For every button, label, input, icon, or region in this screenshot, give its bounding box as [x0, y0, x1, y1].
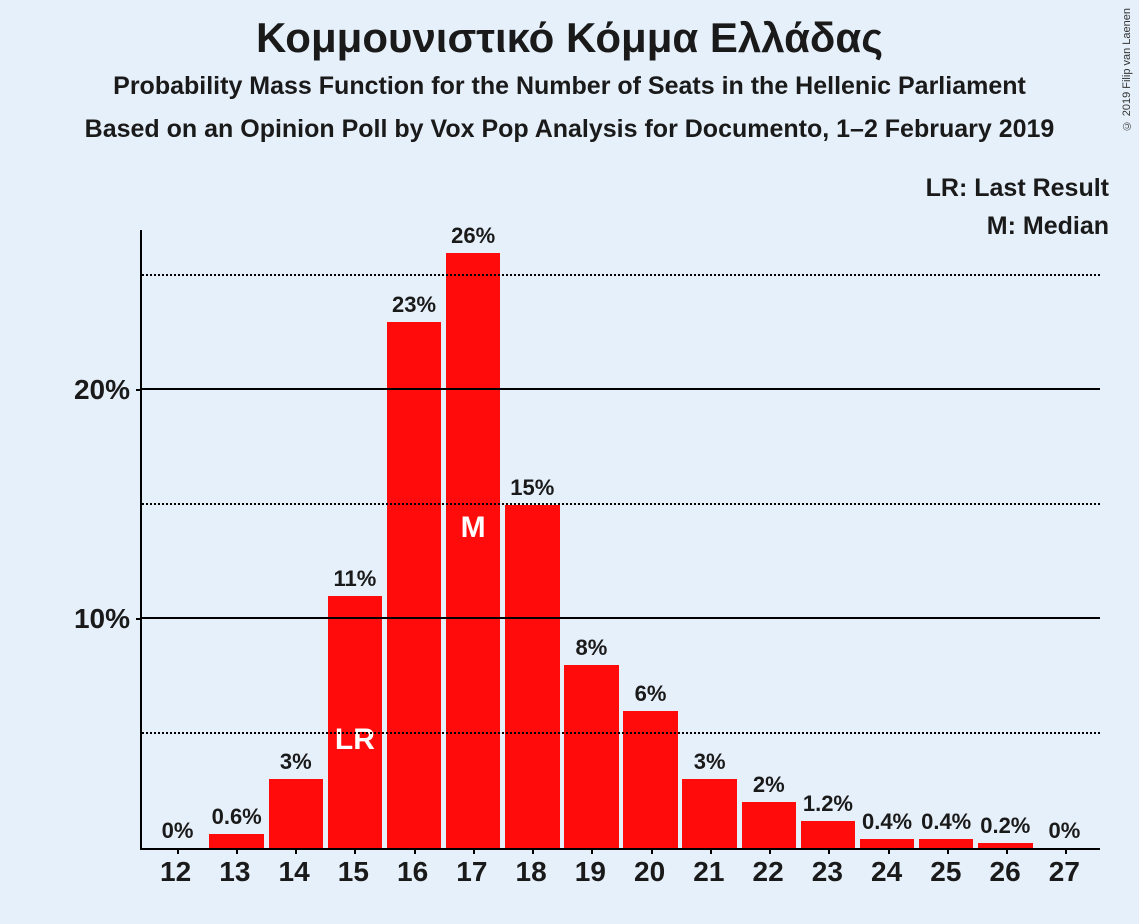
x-tick [1006, 848, 1008, 854]
plot-area: 0%0.6%3%11%LR23%26%M15%8%6%3%2%1.2%0.4%0… [140, 230, 1100, 850]
bar-slot: 0.4% [917, 230, 976, 848]
bar-slot: 15% [503, 230, 562, 848]
bar: 2% [742, 802, 796, 848]
bar-value-label: 0% [162, 818, 194, 844]
bar-value-label: 2% [753, 772, 785, 798]
x-axis-labels: 12131415161718192021222324252627 [140, 856, 1100, 888]
x-axis-label: 21 [679, 856, 738, 888]
x-tick [532, 848, 534, 854]
bar-slot: 1.2% [798, 230, 857, 848]
bar-slot: 26%M [444, 230, 503, 848]
x-tick [295, 848, 297, 854]
x-tick [769, 848, 771, 854]
x-tick [888, 848, 890, 854]
x-axis-label: 17 [442, 856, 501, 888]
bar-annotation: LR [335, 723, 375, 757]
y-tick [136, 389, 142, 391]
x-tick [1065, 848, 1067, 854]
bar: 3% [682, 779, 736, 848]
x-tick [177, 848, 179, 854]
gridline-major [142, 617, 1100, 619]
bar-value-label: 1.2% [803, 791, 853, 817]
bar: 1.2% [801, 821, 855, 848]
x-tick [473, 848, 475, 854]
x-tick [414, 848, 416, 854]
bar: 3% [269, 779, 323, 848]
credit-text: © 2019 Filip van Laenen [1121, 8, 1133, 131]
x-tick [591, 848, 593, 854]
y-axis-label: 10% [74, 603, 130, 635]
x-tick [354, 848, 356, 854]
bar-value-label: 0.2% [980, 813, 1030, 839]
x-axis-label: 15 [324, 856, 383, 888]
bar: 26%M [446, 253, 500, 848]
x-axis-label: 14 [265, 856, 324, 888]
bar: 15% [505, 505, 559, 848]
bar-value-label: 0.6% [212, 804, 262, 830]
x-axis-label: 19 [561, 856, 620, 888]
x-axis-label: 25 [916, 856, 975, 888]
chart: 0%0.6%3%11%LR23%26%M15%8%6%3%2%1.2%0.4%0… [60, 200, 1110, 900]
bar: 0.4% [919, 839, 973, 848]
bar-value-label: 6% [635, 681, 667, 707]
bar: 11%LR [328, 596, 382, 848]
x-tick [710, 848, 712, 854]
bar: 23% [387, 322, 441, 848]
gridline-minor [142, 274, 1100, 276]
bar-slot: 0.4% [858, 230, 917, 848]
bar-slot: 2% [739, 230, 798, 848]
chart-subtitle-1: Probability Mass Function for the Number… [0, 72, 1139, 101]
bar-slot: 6% [621, 230, 680, 848]
bar: 0.6% [209, 834, 263, 848]
x-tick [236, 848, 238, 854]
x-axis-label: 16 [383, 856, 442, 888]
bar-value-label: 0.4% [862, 809, 912, 835]
bar-slot: 0% [148, 230, 207, 848]
x-tick [651, 848, 653, 854]
x-axis-label: 12 [146, 856, 205, 888]
bars-container: 0%0.6%3%11%LR23%26%M15%8%6%3%2%1.2%0.4%0… [142, 230, 1100, 848]
x-axis-label: 26 [976, 856, 1035, 888]
x-axis-label: 23 [798, 856, 857, 888]
bar: 8% [564, 665, 618, 848]
bar-slot: 3% [680, 230, 739, 848]
x-tick [947, 848, 949, 854]
bar: 0.4% [860, 839, 914, 848]
bar-slot: 0.2% [976, 230, 1035, 848]
bar-value-label: 3% [694, 749, 726, 775]
bar-slot: 0% [1035, 230, 1094, 848]
x-tick [828, 848, 830, 854]
bar-value-label: 26% [451, 223, 495, 249]
bar-value-label: 0.4% [921, 809, 971, 835]
bar-value-label: 8% [576, 635, 608, 661]
bar-value-label: 11% [334, 566, 377, 592]
bar-slot: 11% LR [325, 230, 384, 848]
bar-value-label: 23% [392, 292, 436, 318]
bar-slot: 0.6% [207, 230, 266, 848]
y-tick [136, 618, 142, 620]
bar-value-label: 3% [280, 749, 312, 775]
bar-slot: 8% [562, 230, 621, 848]
y-axis-label: 20% [74, 374, 130, 406]
chart-title: Κομμουνιστικό Κόμμα Ελλάδας [0, 0, 1139, 62]
x-axis-label: 24 [857, 856, 916, 888]
bar-value-label: 0% [1049, 818, 1081, 844]
bar-value-label: 15% [510, 475, 554, 501]
chart-subtitle-2: Based on an Opinion Poll by Vox Pop Anal… [0, 115, 1139, 144]
bar-annotation: M [461, 511, 486, 545]
x-axis-label: 18 [502, 856, 561, 888]
x-axis-label: 20 [620, 856, 679, 888]
gridline-minor [142, 503, 1100, 505]
x-axis-label: 13 [205, 856, 264, 888]
bar-slot: 23% [385, 230, 444, 848]
x-axis-label: 27 [1035, 856, 1094, 888]
gridline-minor [142, 732, 1100, 734]
gridline-major [142, 388, 1100, 390]
bar-slot: 3% [266, 230, 325, 848]
x-axis-label: 22 [739, 856, 798, 888]
